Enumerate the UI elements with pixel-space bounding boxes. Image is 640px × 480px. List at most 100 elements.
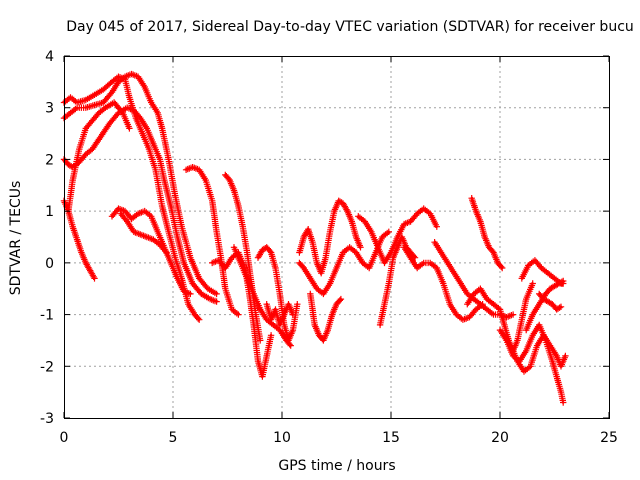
plus-markers bbox=[355, 205, 440, 267]
data-point bbox=[123, 75, 127, 78]
data-point bbox=[278, 292, 282, 296]
plus-markers bbox=[65, 99, 133, 215]
data-point bbox=[546, 300, 550, 303]
data-point bbox=[544, 292, 547, 296]
data-point bbox=[361, 261, 364, 265]
data-point bbox=[239, 261, 242, 265]
data-point bbox=[130, 72, 133, 76]
data-point bbox=[505, 339, 508, 342]
data-point bbox=[524, 297, 528, 301]
data-point bbox=[551, 359, 554, 363]
data-point bbox=[322, 292, 325, 296]
data-point bbox=[278, 323, 282, 327]
data-point bbox=[559, 305, 563, 309]
data-point bbox=[197, 318, 201, 321]
data-point bbox=[136, 75, 140, 78]
data-point bbox=[272, 323, 275, 327]
data-point bbox=[156, 230, 159, 234]
data-point bbox=[75, 101, 79, 104]
data-point bbox=[117, 80, 120, 84]
series-line bbox=[434, 241, 514, 318]
data-point bbox=[152, 238, 155, 241]
data-point bbox=[453, 272, 456, 275]
data-point bbox=[548, 287, 552, 290]
data-point bbox=[126, 220, 129, 223]
data-point bbox=[93, 93, 96, 96]
data-point bbox=[383, 261, 386, 265]
data-point bbox=[259, 339, 262, 342]
data-point bbox=[117, 111, 120, 115]
data-point bbox=[479, 303, 482, 306]
data-point bbox=[167, 230, 170, 234]
data-point bbox=[302, 266, 305, 270]
x-tick-label: 20 bbox=[491, 430, 509, 446]
data-point bbox=[208, 297, 212, 301]
data-point bbox=[503, 323, 506, 327]
data-point bbox=[496, 261, 500, 265]
data-point bbox=[296, 303, 299, 306]
series-group bbox=[376, 233, 419, 329]
data-point bbox=[241, 225, 244, 228]
data-point bbox=[265, 246, 268, 249]
data-point bbox=[67, 163, 70, 166]
data-point bbox=[485, 297, 489, 301]
data-point bbox=[413, 256, 417, 259]
data-point bbox=[197, 277, 201, 280]
series-group bbox=[296, 228, 392, 298]
data-point bbox=[542, 297, 545, 301]
data-point bbox=[315, 287, 319, 290]
data-point bbox=[93, 103, 96, 107]
data-point bbox=[274, 308, 277, 311]
data-point bbox=[182, 261, 186, 265]
data-point bbox=[189, 292, 192, 296]
data-point bbox=[269, 334, 273, 337]
data-point bbox=[274, 266, 277, 270]
x-tick-label: 15 bbox=[382, 430, 400, 446]
data-point bbox=[555, 308, 558, 311]
data-point bbox=[559, 390, 563, 394]
data-point bbox=[132, 109, 135, 112]
plus-markers bbox=[60, 197, 98, 282]
data-point bbox=[531, 282, 534, 285]
data-point bbox=[152, 142, 155, 146]
data-point bbox=[75, 238, 79, 241]
data-point bbox=[224, 287, 227, 290]
data-point bbox=[191, 165, 194, 169]
data-point bbox=[516, 339, 519, 342]
data-point bbox=[265, 303, 268, 306]
data-point bbox=[108, 122, 111, 125]
data-point bbox=[459, 282, 462, 285]
data-point bbox=[524, 328, 528, 332]
data-point bbox=[520, 277, 523, 280]
data-point bbox=[333, 209, 336, 213]
data-point bbox=[211, 261, 214, 265]
data-point bbox=[448, 303, 452, 306]
data-point bbox=[555, 375, 558, 378]
series-group bbox=[209, 249, 275, 380]
data-point bbox=[559, 365, 563, 368]
data-point bbox=[189, 256, 192, 259]
data-point bbox=[455, 313, 458, 316]
data-point bbox=[204, 178, 207, 182]
data-point bbox=[341, 251, 345, 254]
data-point bbox=[498, 308, 502, 311]
data-point bbox=[69, 96, 72, 99]
data-point bbox=[69, 111, 72, 115]
data-point bbox=[396, 246, 399, 249]
data-point bbox=[117, 75, 120, 78]
data-point bbox=[173, 256, 177, 259]
data-point bbox=[435, 225, 438, 228]
data-point bbox=[78, 147, 81, 151]
data-point bbox=[147, 147, 151, 151]
data-point bbox=[387, 282, 391, 285]
data-point bbox=[134, 116, 138, 120]
data-point bbox=[538, 323, 541, 327]
data-point bbox=[232, 246, 236, 249]
data-point bbox=[346, 209, 349, 213]
y-tick-label: 1 bbox=[45, 204, 54, 220]
data-point bbox=[93, 277, 96, 280]
data-point bbox=[328, 230, 332, 234]
x-tick-label: 5 bbox=[169, 430, 178, 446]
data-point bbox=[368, 266, 371, 270]
